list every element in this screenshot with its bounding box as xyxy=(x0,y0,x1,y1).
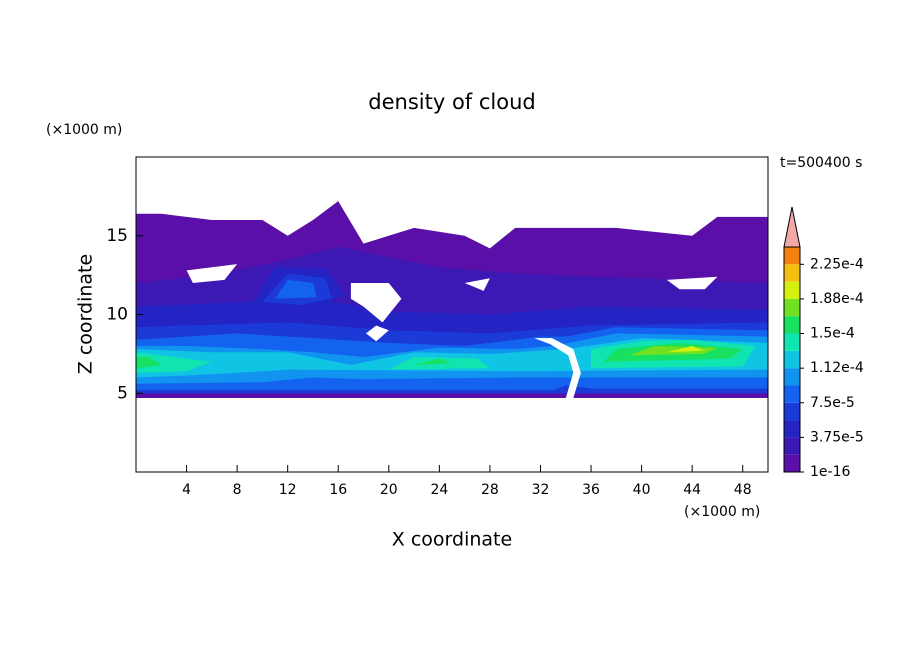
colorbar-band xyxy=(784,350,800,369)
colorbar-band xyxy=(784,333,800,351)
x-tick-label: 16 xyxy=(329,482,347,498)
x-tick-label: 44 xyxy=(683,482,701,498)
colorbar-tick-label: 1.12e-4 xyxy=(810,360,864,376)
colorbar-band xyxy=(784,264,800,282)
contour-fill xyxy=(275,279,317,299)
colorbar-tick-label: 2.25e-4 xyxy=(810,256,864,272)
colorbar-band xyxy=(784,437,800,455)
y-tick-label: 10 xyxy=(106,305,128,325)
colorbar-band xyxy=(784,402,800,421)
x-axis-label: X coordinate xyxy=(392,529,512,551)
contour-gap xyxy=(534,338,581,398)
colorbar-tick-label: 7.5e-5 xyxy=(810,395,855,411)
colorbar-tick-label: 1e-16 xyxy=(810,464,850,480)
contour-fill xyxy=(666,346,705,353)
colorbar-band xyxy=(784,385,800,403)
x-unit: (×1000 m) xyxy=(684,504,760,520)
contour-gap xyxy=(366,325,389,342)
colorbar-tick-label: 1.5e-4 xyxy=(810,326,855,342)
contour-gap xyxy=(350,283,402,323)
y-tick-label: 5 xyxy=(117,383,128,403)
colorbar-band xyxy=(784,316,800,334)
colorbar-band xyxy=(784,454,800,472)
contour-fills xyxy=(136,201,768,398)
colorbar-frame xyxy=(783,246,801,473)
contour-gap xyxy=(666,276,718,290)
contour-gap xyxy=(186,264,238,283)
x-tick-label: 20 xyxy=(380,482,398,498)
x-tick-label: 8 xyxy=(233,482,242,498)
colorbar-band xyxy=(784,420,800,438)
x-tick-label: 24 xyxy=(430,482,448,498)
colorbar-band xyxy=(784,281,800,299)
contour-fill xyxy=(136,352,212,373)
x-tick-label: 4 xyxy=(182,482,191,498)
x-tick-label: 12 xyxy=(279,482,297,498)
colorbar-band xyxy=(784,298,800,317)
y-unit: (×1000 m) xyxy=(46,122,122,138)
x-tick-label: 28 xyxy=(481,482,499,498)
colorbar-tick-label: 1.88e-4 xyxy=(810,291,864,307)
colorbar-tick-label: 3.75e-5 xyxy=(810,429,864,445)
contour-fill xyxy=(414,358,452,365)
chart-title: density of cloud xyxy=(368,90,535,114)
time-label: t=500400 s xyxy=(780,155,862,171)
contour-fill xyxy=(136,357,162,369)
colorbar-extend xyxy=(783,206,801,248)
contour-gap xyxy=(464,278,490,291)
colorbar-band xyxy=(784,368,800,386)
x-tick-label: 36 xyxy=(582,482,600,498)
y-tick-label: 15 xyxy=(106,226,128,246)
x-tick-label: 48 xyxy=(734,482,752,498)
x-tick-label: 32 xyxy=(532,482,550,498)
x-tick-label: 40 xyxy=(633,482,651,498)
colorbar-band xyxy=(784,247,800,265)
y-axis-label: Z coordinate xyxy=(75,254,97,374)
contour-gap xyxy=(401,212,465,233)
